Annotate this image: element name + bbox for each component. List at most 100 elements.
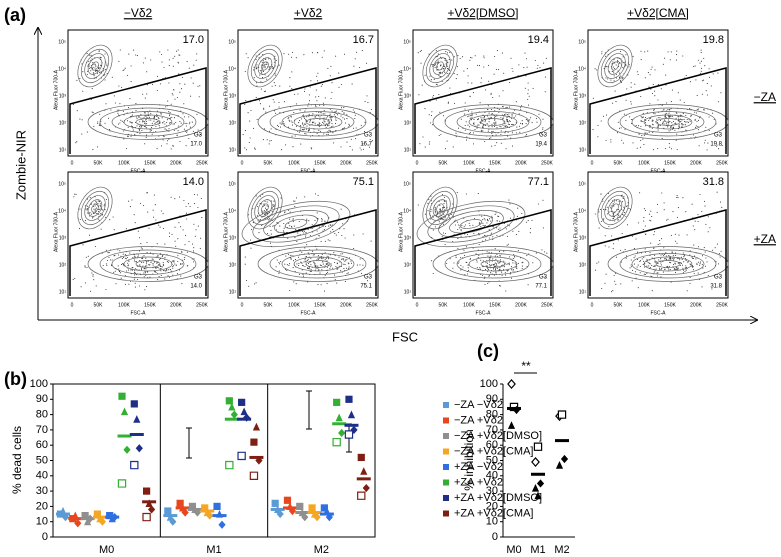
event-dot [505, 274, 507, 276]
event-dot [486, 265, 488, 267]
event-dot [631, 235, 633, 237]
event-dot [131, 266, 133, 269]
event-dot [645, 251, 647, 253]
event-dot [135, 103, 137, 105]
event-dot [342, 253, 344, 255]
event-dot [145, 265, 147, 267]
event-dot [136, 55, 138, 57]
event-dot [630, 259, 632, 261]
event-dot [332, 125, 334, 127]
event-dot [673, 268, 675, 270]
event-dot [650, 267, 652, 269]
event-dot [438, 93, 440, 96]
event-dot [268, 58, 270, 60]
event-dot [283, 53, 285, 55]
event-dot [648, 131, 650, 133]
event-dot [269, 242, 272, 244]
event-dot [432, 96, 434, 98]
event-dot [676, 216, 678, 218]
event-dot [506, 121, 508, 123]
event-dot [524, 52, 526, 54]
event-dot [159, 268, 161, 270]
event-dot [157, 254, 159, 256]
event-dot [698, 246, 700, 248]
event-dot [444, 60, 446, 62]
event-dot [302, 274, 304, 276]
event-dot [261, 71, 263, 73]
event-dot [711, 288, 713, 290]
event-dot [116, 109, 118, 111]
event-dot [82, 90, 84, 92]
event-dot [262, 67, 264, 69]
event-dot [479, 268, 481, 270]
event-dot [455, 78, 457, 80]
y-tick-label: 10¹ [59, 147, 67, 153]
contour [643, 256, 693, 272]
event-dot [323, 229, 325, 231]
event-dot [324, 259, 326, 261]
event-dot [144, 97, 146, 99]
contour [468, 114, 518, 130]
event-dot [95, 207, 98, 209]
event-dot [176, 273, 179, 275]
y-tick-label: 10⁵ [228, 39, 236, 45]
event-dot [295, 103, 297, 105]
gate [69, 67, 207, 154]
event-dot [449, 51, 451, 53]
event-dot [128, 260, 130, 262]
event-dot [106, 63, 108, 65]
event-dot [491, 252, 493, 254]
event-dot [670, 262, 672, 264]
event-dot [255, 58, 257, 61]
event-dot [98, 213, 100, 215]
contour [480, 118, 506, 126]
event-dot [172, 123, 174, 125]
event-dot [308, 113, 310, 115]
event-dot [527, 89, 529, 91]
event-dot [705, 90, 707, 92]
event-dot [135, 54, 137, 56]
event-dot [248, 214, 250, 216]
range-brackets [186, 390, 352, 459]
event-dot [482, 120, 484, 122]
contour [257, 104, 379, 140]
event-dot [328, 258, 330, 260]
x-tick-label: 0 [591, 160, 594, 166]
event-dot [640, 139, 642, 141]
event-dot [340, 208, 342, 210]
event-dot [620, 50, 622, 52]
event-dot [99, 125, 101, 127]
event-dot [114, 270, 116, 272]
event-dot [479, 223, 481, 225]
point [276, 509, 284, 519]
event-dot [679, 259, 681, 261]
point [531, 457, 540, 468]
event-dot [88, 54, 90, 56]
event-dot [158, 118, 160, 120]
event-dot [170, 103, 172, 105]
event-dot [170, 196, 172, 198]
event-dot [640, 120, 642, 123]
gate-value-small: 31.8 [710, 284, 722, 290]
event-dot [100, 120, 102, 122]
point [271, 499, 279, 507]
event-dot [302, 275, 305, 277]
event-dot [146, 192, 149, 194]
event-dot [319, 257, 321, 259]
event-dot [193, 261, 195, 263]
event-dot [610, 207, 612, 209]
event-dot [101, 209, 103, 211]
event-dot [144, 271, 146, 273]
event-dot [657, 117, 659, 119]
event-dot [136, 118, 138, 120]
event-dot [478, 254, 480, 257]
event-dot [455, 132, 457, 134]
event-dot [263, 213, 266, 216]
event-dot [677, 257, 679, 260]
event-dot [273, 204, 275, 206]
event-dot [477, 118, 479, 120]
event-dot [697, 213, 699, 216]
event-dot [604, 282, 606, 284]
event-dot [97, 121, 99, 123]
event-dot [671, 252, 673, 254]
